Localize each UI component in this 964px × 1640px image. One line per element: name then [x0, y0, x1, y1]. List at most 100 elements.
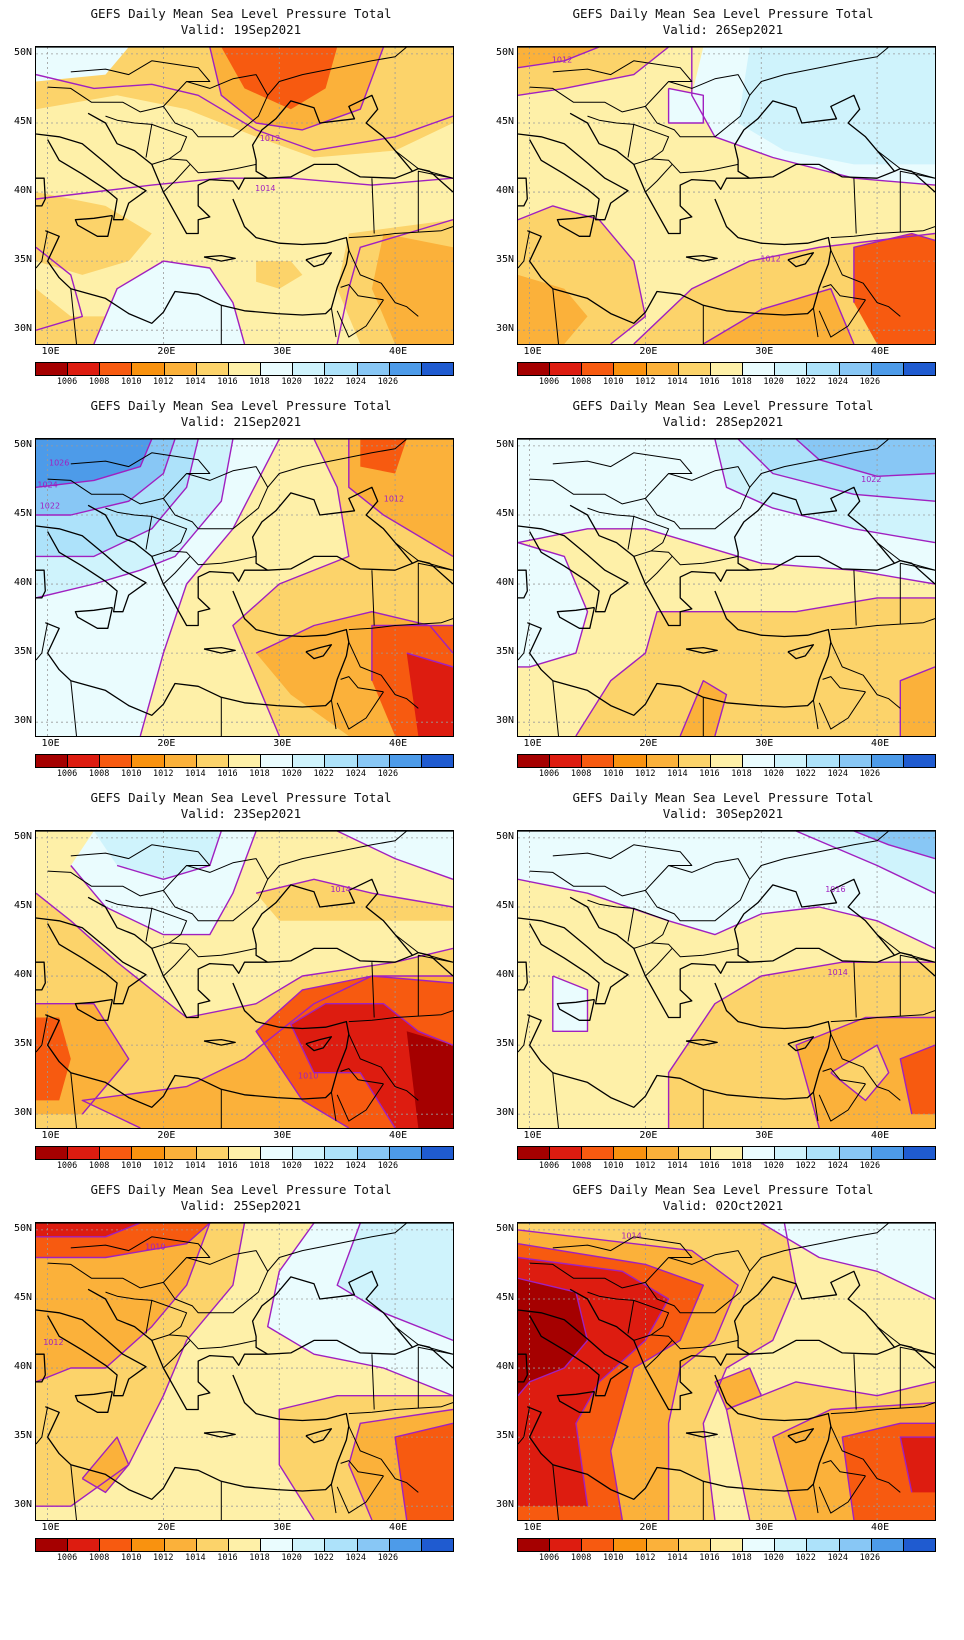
- longitude-tick-label: 20E: [157, 346, 176, 357]
- colorbar-swatch: [100, 1539, 133, 1551]
- colorbar-swatch: [68, 363, 101, 375]
- country-border: [371, 962, 375, 1018]
- panel-valid-date: Valid: 30Sep2021: [662, 806, 784, 821]
- map-canvas: 1014 1010: [36, 831, 453, 1128]
- pressure-colorbar: [35, 1146, 454, 1160]
- colorbar-tick-label: 1010: [120, 1161, 142, 1171]
- colorbar-tick-label: 1006: [538, 769, 560, 779]
- svg-text:1012: 1012: [760, 254, 780, 263]
- coastline: [45, 1374, 350, 1500]
- panel-title: GEFS Daily Mean Sea Level Pressure Total: [572, 1182, 874, 1197]
- colorbar-tick-label: 1024: [345, 1161, 366, 1171]
- longitude-tick-label: 40E: [389, 346, 408, 357]
- colorbar-tick-label: 1016: [217, 1553, 238, 1563]
- isobar-contour: [518, 541, 589, 668]
- pressure-fill-region: [830, 1045, 889, 1101]
- colorbar-swatch: [293, 755, 326, 767]
- colorbar-swatch: [261, 1539, 294, 1551]
- colorbar-tick-label: 1024: [345, 1553, 366, 1563]
- pressure-fill-region: [36, 1017, 71, 1101]
- svg-text:1016: 1016: [825, 885, 845, 894]
- isobar-contour: [725, 1381, 935, 1520]
- country-border: [267, 831, 408, 880]
- colorbar-swatch: [582, 755, 615, 767]
- colorbar-swatch: [743, 1539, 776, 1551]
- colorbar-tick-label: 1008: [88, 377, 110, 387]
- colorbar-swatch: [839, 1147, 872, 1159]
- isobar-contour: [518, 1243, 705, 1520]
- panel-valid-date: Valid: 28Sep2021: [662, 414, 784, 429]
- map-canvas: 1026 1024 1022 1012: [36, 439, 453, 736]
- country-border: [552, 288, 559, 344]
- country-border: [348, 1425, 419, 1493]
- latitude-tick-label: 40N: [495, 1361, 514, 1373]
- colorbar-swatch: [775, 1147, 808, 1159]
- pressure-fill-region: [82, 1437, 129, 1493]
- map-panel: GEFS Daily Mean Sea Level Pressure Total…: [0, 392, 482, 802]
- colorbar-tick-label: 1016: [217, 769, 238, 779]
- colorbar-tick-label: 1018: [249, 377, 270, 387]
- colorbar-swatch: [550, 1147, 583, 1159]
- longitude-tick-label: 20E: [639, 1522, 658, 1533]
- coastline: [685, 646, 718, 654]
- pressure-colorbar: [517, 1146, 936, 1160]
- country-border: [818, 299, 866, 338]
- latitude-tick-label: 45N: [13, 507, 32, 519]
- longitude-tick-label: 30E: [755, 738, 774, 749]
- colorbar-swatch: [228, 363, 262, 375]
- panel-valid-date: Valid: 02Oct2021: [662, 1198, 784, 1213]
- colorbar-tick-label: 1026: [859, 1161, 881, 1171]
- colorbar-swatch: [710, 1539, 744, 1551]
- colorbar-swatch: [807, 1539, 840, 1551]
- coastline: [305, 644, 333, 660]
- longitude-tick-label: 40E: [389, 1522, 408, 1533]
- country-border: [145, 908, 153, 942]
- colorbar-swatch: [678, 1539, 711, 1551]
- colorbar-swatch: [743, 1147, 776, 1159]
- pressure-fill-region: [93, 831, 222, 880]
- country-border: [830, 1402, 935, 1415]
- colorbar-tick-label: 1010: [602, 377, 624, 387]
- colorbar-swatch: [357, 363, 390, 375]
- latitude-tick-label: 40N: [13, 1361, 32, 1373]
- isobar-label: 1016: [825, 885, 845, 894]
- country-border: [394, 150, 453, 179]
- pressure-fill-region: [406, 1031, 453, 1128]
- isobar-label: 1022: [861, 475, 881, 484]
- longitude-tick-label: 20E: [639, 738, 658, 749]
- colorbar-tick-label: 1010: [120, 1553, 142, 1563]
- isobar-label: 1014: [255, 184, 275, 193]
- coastline: [203, 1430, 236, 1438]
- country-border: [529, 60, 693, 113]
- coastline: [74, 214, 114, 237]
- coastline: [45, 198, 350, 324]
- latitude-tick-label: 40N: [13, 577, 32, 589]
- latitude-tick-label: 30N: [495, 323, 514, 335]
- isobar-contour: [679, 679, 728, 736]
- svg-text:1014: 1014: [621, 1231, 641, 1240]
- colorbar-swatch: [518, 1539, 551, 1551]
- country-border: [830, 618, 935, 631]
- country-border: [552, 680, 559, 736]
- country-border: [162, 858, 269, 922]
- country-border: [417, 954, 453, 1017]
- country-border: [812, 1092, 819, 1122]
- latitude-tick-label: 45N: [495, 115, 514, 127]
- colorbar-tick-label: 1024: [827, 1161, 848, 1171]
- map-canvas: 1022: [518, 439, 935, 736]
- colorbar-swatch: [614, 1539, 647, 1551]
- colorbar-tick-label: 1012: [635, 769, 656, 779]
- country-border: [70, 1072, 77, 1128]
- colorbar-swatch: [903, 1539, 936, 1551]
- colorbar-tick-label: 1012: [153, 1553, 174, 1563]
- country-border: [627, 124, 635, 158]
- isobar-contour: [737, 439, 935, 502]
- country-border: [645, 1340, 673, 1369]
- coastline: [527, 982, 832, 1108]
- colorbar-tick-label: 1016: [699, 377, 720, 387]
- coastline: [787, 252, 815, 268]
- country-border: [899, 954, 935, 1017]
- colorbar-swatch: [775, 1539, 808, 1551]
- colorbar-swatch: [293, 363, 326, 375]
- colorbar-tick-label: 1008: [88, 769, 110, 779]
